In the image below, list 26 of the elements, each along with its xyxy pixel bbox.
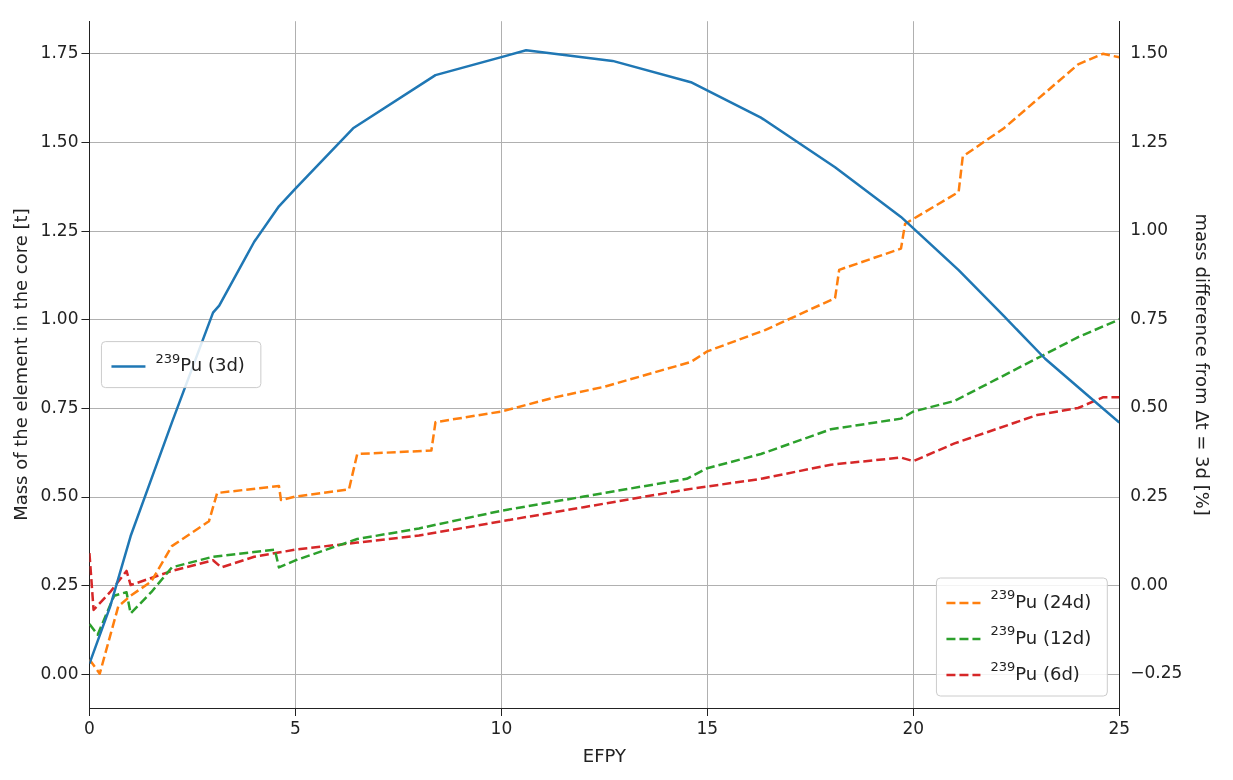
y2-tick-label: 0.75 [1130,307,1169,328]
x-tick-label: 25 [1108,717,1131,738]
x-tick-label: 5 [290,717,301,738]
y-tick-label: 0.00 [40,662,79,683]
y2-axis-title: mass difference from Δt = 3d [%] [1191,213,1213,516]
line-series [89,396,1120,612]
y-tick-label: 0.50 [40,485,79,506]
x-axis-title: EFPY [582,744,627,766]
y-tick-label: 1.50 [40,130,79,151]
y2-tick-label: 0.00 [1130,573,1169,594]
y2-tick-label: −0.25 [1130,662,1183,683]
y-tick-label: 0.25 [40,574,79,595]
y2-tick-label: 1.00 [1130,219,1169,240]
y-tick-label: 1.00 [40,308,79,329]
y2-tick-label: 0.25 [1130,484,1169,505]
y2-tick-label: 1.25 [1130,130,1169,151]
x-tick-label: 15 [696,717,719,738]
y2-tick-label: 1.50 [1130,42,1169,63]
y2-tick-label: 0.50 [1130,396,1169,417]
y-tick-label: 1.75 [40,42,79,63]
x-tick-label: 10 [490,717,513,738]
y-axis-title: Mass of the element in the core [t] [10,208,32,521]
x-tick-label: 20 [902,717,925,738]
y-tick-label: 1.25 [40,219,79,240]
y-tick-label: 0.75 [40,396,79,417]
x-tick-label: 0 [84,717,95,738]
